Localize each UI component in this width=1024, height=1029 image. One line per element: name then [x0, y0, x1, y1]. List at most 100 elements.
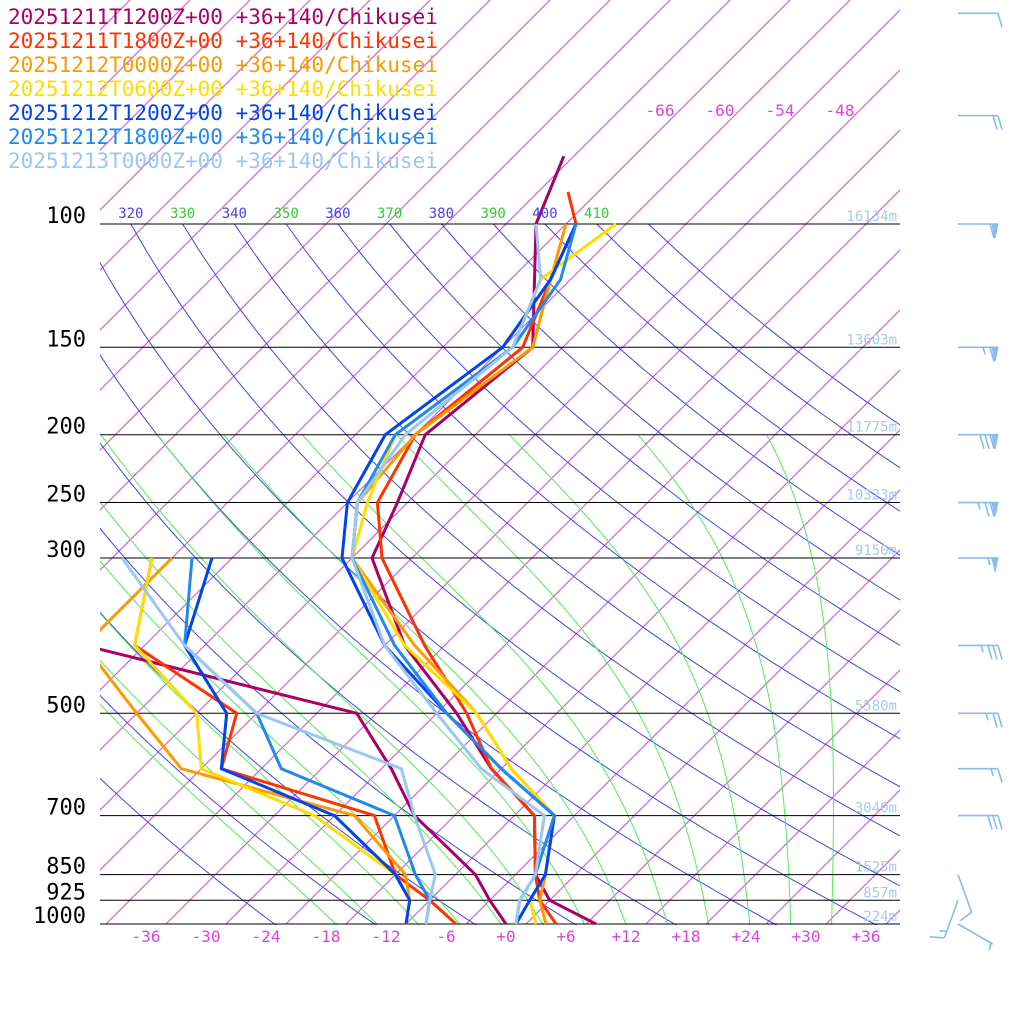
moist-adiabat-line	[395, 434, 710, 925]
height-label: 10323m	[846, 488, 897, 504]
dry-adiabat-line	[285, 223, 900, 740]
barb-half-feather	[990, 768, 994, 776]
pressure-label: 700	[46, 796, 86, 821]
moist-adiabat-line	[637, 434, 792, 925]
isotherm-line	[100, 0, 251, 151]
height-label: 3040m	[855, 801, 897, 817]
barb-feather	[989, 347, 995, 362]
dewpoint-line	[100, 647, 508, 925]
dewpoint-line	[120, 557, 437, 925]
isotherm-line	[405, 429, 900, 925]
barb-half-feather	[988, 942, 992, 951]
height-label: 9150m	[855, 543, 897, 559]
x-tick-label: +0	[496, 927, 515, 946]
x-tick-label: -36	[132, 927, 161, 946]
isotherm-line	[445, 0, 671, 225]
wind-barb	[958, 114, 1003, 130]
isotherm-line	[285, 309, 900, 925]
wind-barb	[958, 814, 1003, 830]
barb-flag	[991, 502, 999, 517]
wind-barbs	[929, 12, 1003, 951]
moist-adiabat-line	[508, 434, 751, 925]
barb-half-feather	[980, 645, 984, 653]
dry-adiabat-line	[182, 223, 900, 837]
wind-barb	[957, 923, 994, 951]
isotherm-line	[100, 223, 207, 331]
theta-label: 400	[532, 206, 557, 222]
isotherm-line	[385, 0, 611, 225]
dry-adiabat-line	[441, 223, 900, 601]
isotherm-line	[145, 0, 371, 225]
x-tick-label: -6	[436, 927, 455, 946]
dry-adiabat-line	[130, 223, 900, 887]
pressure-label: 200	[46, 415, 86, 440]
barb-flag	[991, 223, 999, 239]
moist-adiabat-line	[100, 703, 338, 925]
isotherm-line	[805, 129, 900, 225]
isotherm-line	[765, 789, 900, 925]
isotherm-line	[745, 69, 900, 225]
isotherm-line	[100, 0, 131, 31]
dry-adiabat-line	[389, 223, 900, 646]
height-label: 1525m	[855, 860, 897, 876]
x-tick-label: -30	[192, 927, 221, 946]
theta-label: 380	[429, 206, 454, 222]
moist-adiabat-line	[301, 434, 669, 925]
dry-adiabat-line	[100, 261, 878, 925]
dry-adiabat-line	[596, 223, 900, 469]
barb-feather	[992, 713, 998, 728]
theta-label: 360	[325, 206, 350, 222]
dry-adiabat-line	[100, 442, 678, 925]
barb-feather	[989, 502, 995, 517]
height-label: 11775m	[846, 420, 897, 436]
barb-feather	[992, 815, 998, 830]
isotherm-line	[926, 0, 1024, 224]
isotherm-line	[345, 369, 900, 925]
pressure-lines	[100, 223, 900, 925]
barb-feather	[997, 768, 1003, 783]
wind-barb	[957, 874, 973, 922]
legend: 20251211T1200Z+00 +36+140/Chikusei 202512…	[8, 5, 438, 173]
dry-adiabat-line	[100, 354, 778, 925]
dry-adiabat-line	[648, 223, 900, 426]
legend-entry: 20251212T1800Z+00 +36+140/Chikusei	[8, 125, 438, 149]
barb-feather	[997, 115, 1003, 130]
barb-flag	[991, 346, 999, 362]
barb-staff	[957, 874, 973, 913]
moist-adiabat-line	[766, 434, 834, 925]
barb-half-feather	[987, 557, 991, 566]
barb-feather	[989, 434, 995, 449]
x-tick-label: +30	[792, 927, 821, 946]
isotherm-line	[625, 0, 851, 225]
isotherm-line	[100, 223, 327, 451]
isotherm-line	[885, 909, 900, 925]
barb-feather	[992, 645, 998, 660]
theta-label: 350	[273, 206, 298, 222]
barb-staff	[943, 900, 959, 939]
barb-half-feather	[982, 347, 986, 355]
isotherm-line	[165, 223, 867, 925]
barb-flag	[991, 557, 999, 573]
legend-entry: 20251211T1200Z+00 +36+140/Chikusei	[8, 5, 438, 29]
top-isotherm-label: -48	[826, 101, 855, 120]
isotherm-line	[585, 609, 900, 925]
moist-adiabat-line	[100, 612, 420, 925]
isotherm-line	[225, 249, 900, 925]
isotherm-line	[100, 0, 191, 91]
barb-feather	[997, 645, 1003, 660]
dry-adiabat-line	[100, 777, 277, 925]
isotherm-line	[505, 0, 731, 225]
wind-barb	[958, 501, 999, 517]
isotherm-line	[946, 224, 1024, 924]
isotherm-line	[565, 0, 791, 225]
dry-adiabat-line	[100, 694, 377, 925]
pressure-label: 925	[46, 880, 86, 905]
isotherm-line	[986, 0, 1024, 224]
theta-label: 320	[118, 206, 143, 222]
height-label: 16134m	[846, 209, 897, 225]
wind-barb	[958, 346, 999, 362]
top-isotherm-label: -66	[646, 101, 675, 120]
